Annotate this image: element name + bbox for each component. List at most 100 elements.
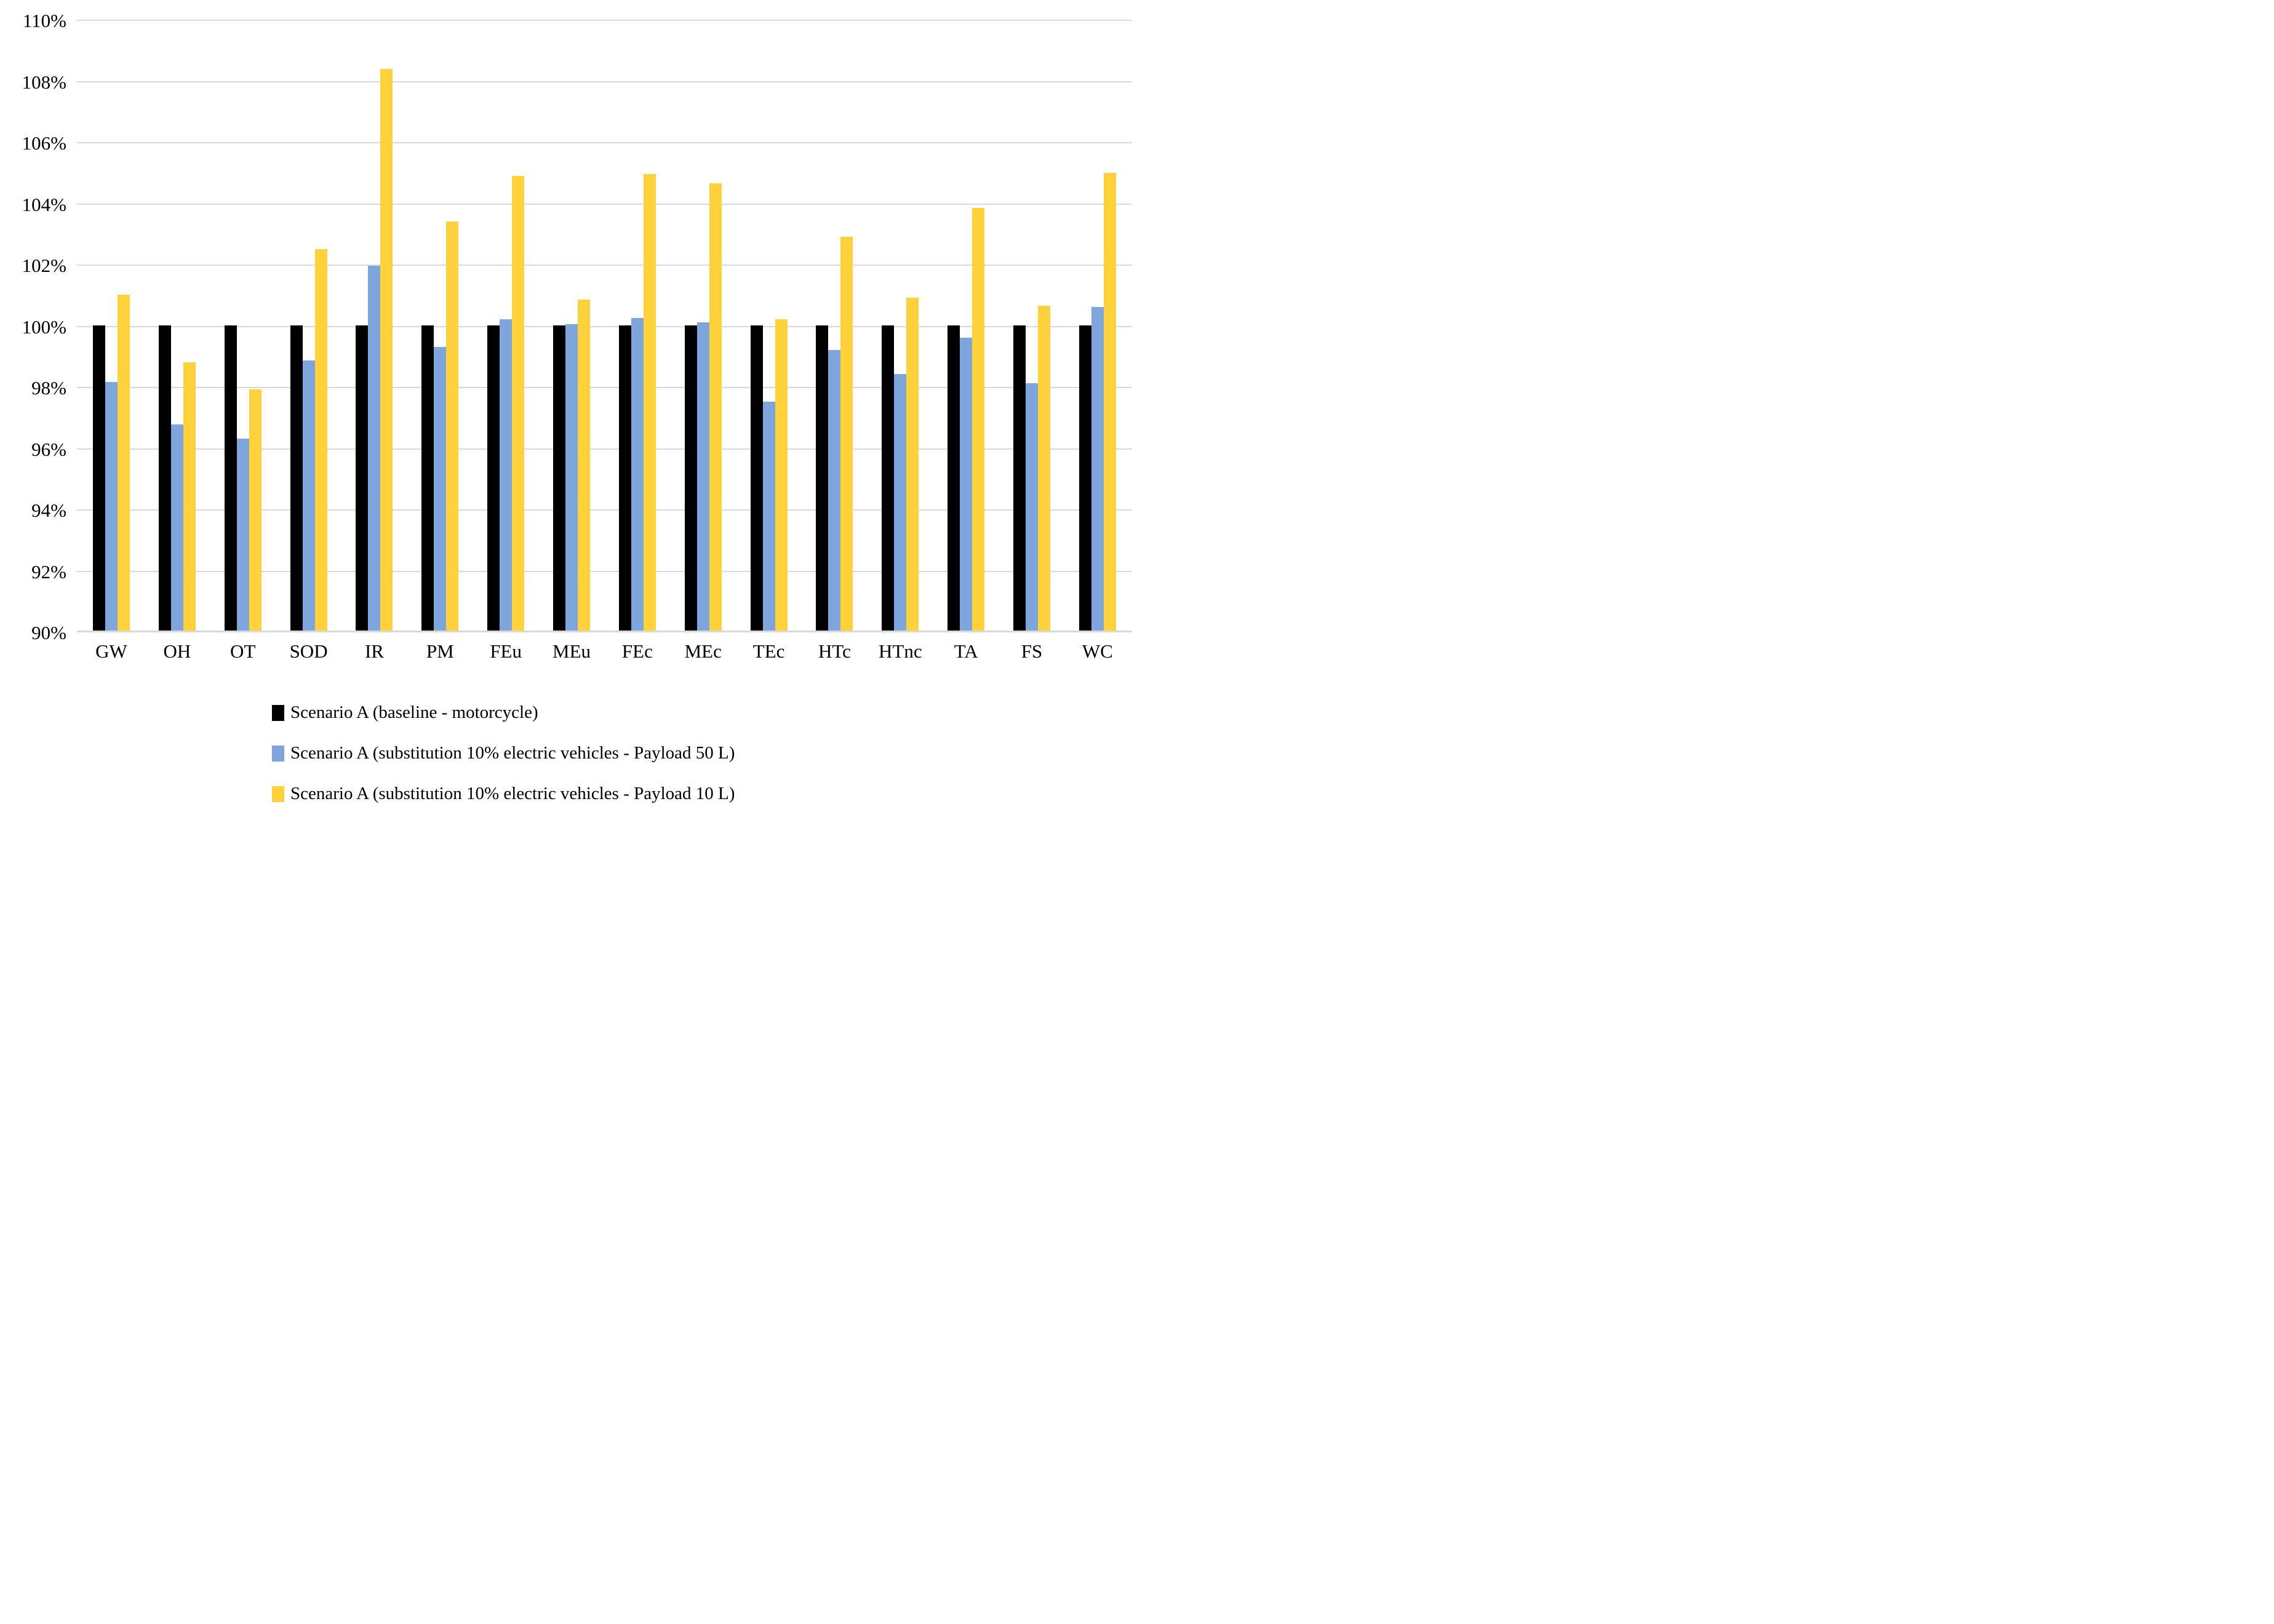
bar-series1-pm xyxy=(421,325,434,631)
bar-group-ta: TA xyxy=(948,20,985,662)
legend: Scenario A (baseline - motorcycle) Scenar… xyxy=(272,703,735,804)
y-tick-label: 98% xyxy=(31,377,66,399)
bar-group-meu: MEu xyxy=(553,20,591,662)
bar-series3-tec xyxy=(775,319,788,631)
bar-series2-wc xyxy=(1091,307,1104,631)
legend-label: Scenario A (baseline - motorcycle) xyxy=(290,703,538,722)
gridline xyxy=(77,203,1132,205)
bar-series3-htnc xyxy=(906,298,919,631)
bar-group-feu: FEu xyxy=(487,20,525,662)
x-axis-label: FS xyxy=(1021,640,1043,662)
bar-series2-ot xyxy=(236,438,249,631)
bar-group-fs: FS xyxy=(1013,20,1051,662)
plot-area: GW OH OT SOD IR PM FEu MEu FEc MEc TEc HTc HTnc TA FS W… xyxy=(77,20,1132,662)
gridline xyxy=(77,509,1132,511)
bar-series3-pm xyxy=(446,221,459,631)
bar-chart-figure: GW OH OT SOD IR PM FEu MEu FEc MEc TEc HTc HTnc TA FS W… xyxy=(0,0,1137,812)
bar-series1-gw xyxy=(93,325,105,631)
gridline xyxy=(77,142,1132,143)
bar-series3-oh xyxy=(183,362,196,631)
bar-series2-meu xyxy=(565,324,578,631)
bar-series3-ta xyxy=(972,208,985,631)
y-tick-label: 106% xyxy=(22,132,66,154)
bar-group-htc: HTc xyxy=(816,20,853,662)
gridline xyxy=(77,387,1132,388)
bar-series3-htc xyxy=(840,237,853,631)
x-axis-label: OH xyxy=(163,640,191,662)
y-tick-label: 100% xyxy=(22,316,66,338)
legend-swatch-icon xyxy=(272,745,284,762)
y-tick-label: 102% xyxy=(22,255,66,276)
bar-series2-ir xyxy=(368,266,381,631)
bar-group-wc: WC xyxy=(1079,20,1116,662)
bar-group-ir: IR xyxy=(356,20,393,662)
bar-series1-sod xyxy=(290,325,303,631)
bar-group-htnc: HTnc xyxy=(879,20,922,662)
bar-series2-gw xyxy=(105,381,118,631)
bar-series3-ot xyxy=(249,389,261,631)
bar-series1-feu xyxy=(487,325,500,631)
bar-series2-tec xyxy=(762,402,775,631)
x-axis-label: TA xyxy=(954,640,978,662)
gridline xyxy=(77,448,1132,450)
bar-series1-fs xyxy=(1013,325,1026,631)
bar-series3-gw xyxy=(118,295,130,631)
x-axis-label: MEu xyxy=(553,640,591,662)
x-axis-label: MEc xyxy=(684,640,722,662)
bar-series3-feu xyxy=(512,175,525,631)
bar-series1-ot xyxy=(224,325,237,631)
bar-series3-meu xyxy=(578,299,591,631)
x-axis-label: SOD xyxy=(289,640,328,662)
bar-series2-htnc xyxy=(894,374,907,631)
bar-series1-htnc xyxy=(882,325,895,631)
bar-series2-pm xyxy=(434,346,447,631)
bar-group-fec: FEc xyxy=(618,20,656,662)
x-axis-label: GW xyxy=(95,640,127,662)
bar-group-tec: TEc xyxy=(750,20,788,662)
bar-series2-feu xyxy=(500,319,513,631)
bar-group-pm: PM xyxy=(421,20,459,662)
bar-group-ot: OT xyxy=(224,20,261,662)
x-axis-label: OT xyxy=(230,640,256,662)
bar-series1-tec xyxy=(750,325,763,631)
gridline xyxy=(77,325,1132,327)
legend-swatch-icon xyxy=(272,786,284,802)
bar-series2-fec xyxy=(631,317,644,631)
y-tick-label: 96% xyxy=(31,438,66,460)
gridline xyxy=(77,265,1132,266)
bar-group-sod: SOD xyxy=(290,20,328,662)
legend-label: Scenario A (substitution 10% electric ve… xyxy=(290,743,735,763)
x-axis-label: PM xyxy=(426,640,454,662)
x-axis-label: WC xyxy=(1082,640,1113,662)
x-axis-label: TEc xyxy=(752,640,785,662)
bar-series1-oh xyxy=(158,325,171,631)
x-axis-label: HTc xyxy=(818,640,851,662)
gridline xyxy=(77,20,1132,21)
bar-series3-fec xyxy=(643,174,656,631)
bar-series1-ta xyxy=(948,325,960,631)
legend-row: Scenario A (substitution 10% electric ve… xyxy=(272,743,735,763)
y-tick-label: 94% xyxy=(31,500,66,521)
bar-series1-ir xyxy=(356,325,369,631)
bar-series1-mec xyxy=(684,325,697,631)
y-tick-label: 104% xyxy=(22,193,66,215)
bar-series2-oh xyxy=(170,424,183,631)
bar-series1-meu xyxy=(553,325,566,631)
x-axis-label: IR xyxy=(364,640,384,662)
bar-group-mec: MEc xyxy=(684,20,722,662)
bar-series2-htc xyxy=(828,349,841,631)
bar-series3-ir xyxy=(380,69,393,631)
y-tick-label: 90% xyxy=(31,622,66,643)
bar-group-oh: OH xyxy=(158,20,196,662)
y-tick-label: 92% xyxy=(31,560,66,583)
bar-series2-ta xyxy=(960,337,973,631)
bar-series2-mec xyxy=(696,322,709,631)
legend-row: Scenario A (substitution 10% electric ve… xyxy=(272,784,735,804)
gridline xyxy=(77,81,1132,82)
bar-series3-wc xyxy=(1103,173,1116,631)
bar-series3-sod xyxy=(314,249,327,631)
bar-series2-sod xyxy=(302,360,315,631)
bar-series3-fs xyxy=(1038,305,1051,631)
legend-swatch-icon xyxy=(272,704,284,721)
bar-series1-htc xyxy=(816,325,829,631)
